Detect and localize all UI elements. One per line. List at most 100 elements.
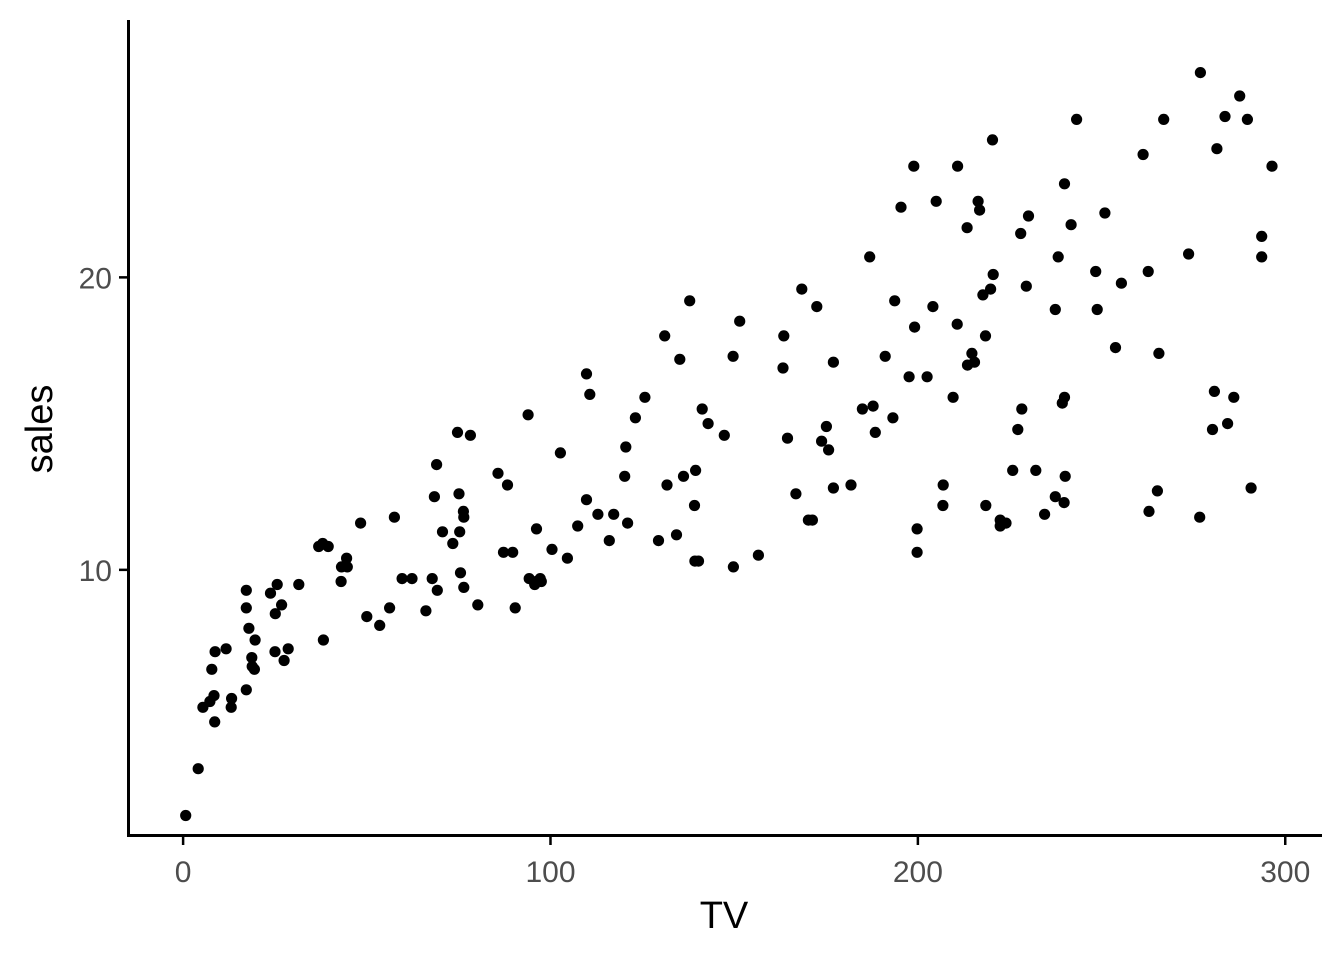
data-point (1065, 219, 1077, 231)
data-point (1012, 423, 1024, 436)
data-point (355, 517, 367, 529)
data-point (921, 371, 933, 383)
data-point (977, 289, 989, 301)
y-tick-label: 10 (79, 555, 112, 588)
data-point (961, 222, 973, 234)
data-point (1137, 148, 1149, 161)
data-point (1222, 418, 1234, 430)
data-point (341, 552, 353, 564)
data-point (1071, 113, 1083, 125)
data-point (734, 315, 746, 327)
data-point (1142, 265, 1154, 278)
data-point (911, 523, 923, 535)
data-point (659, 330, 671, 342)
data-point (603, 535, 615, 547)
data-point (985, 283, 997, 295)
data-point (464, 429, 476, 441)
data-point (509, 602, 521, 614)
data-point (240, 684, 252, 696)
data-point (278, 654, 290, 667)
data-point (472, 599, 484, 611)
data-point (908, 160, 920, 172)
data-point (696, 403, 708, 415)
data-point (428, 491, 440, 503)
data-point (322, 540, 334, 553)
data-point (952, 160, 964, 172)
data-point (180, 809, 192, 822)
data-point (1211, 143, 1223, 155)
data-point (889, 295, 901, 307)
data-point (546, 543, 558, 556)
data-point (225, 701, 237, 713)
data-point (752, 549, 765, 561)
data-point (335, 575, 347, 588)
data-point (1256, 251, 1268, 263)
data-point (622, 517, 634, 529)
data-point (492, 467, 504, 479)
data-point (937, 479, 949, 491)
data-point (652, 535, 665, 547)
data-point (1256, 230, 1268, 242)
data-point (458, 581, 470, 594)
y-axis-title: sales (19, 385, 61, 474)
data-point (396, 573, 408, 585)
data-point (670, 529, 683, 541)
data-point (1194, 511, 1206, 523)
data-point (530, 523, 543, 535)
data-point (1058, 178, 1071, 190)
data-point (619, 470, 631, 482)
data-point (879, 350, 891, 362)
data-point (497, 546, 510, 558)
data-point (927, 301, 939, 313)
data-point (778, 330, 790, 342)
data-point (980, 499, 992, 512)
data-point (727, 350, 739, 362)
data-point (1058, 391, 1071, 403)
data-point (816, 435, 828, 447)
data-point (1219, 110, 1231, 123)
data-point (572, 520, 584, 532)
data-point (206, 663, 218, 675)
data-point (1245, 482, 1257, 494)
data-point (240, 584, 252, 596)
data-point (561, 552, 574, 564)
data-point (887, 412, 899, 424)
data-point (388, 511, 400, 523)
data-point (895, 201, 907, 213)
x-tick-label: 200 (893, 856, 943, 889)
data-point (1099, 207, 1111, 219)
data-point (639, 391, 651, 403)
data-point (702, 418, 714, 430)
data-point (1020, 280, 1032, 292)
data-point (1115, 277, 1127, 289)
data-point (454, 526, 466, 538)
data-point (677, 470, 690, 482)
data-point (684, 295, 696, 307)
data-point (240, 602, 252, 614)
data-point (790, 488, 802, 500)
data-point (208, 690, 220, 702)
data-point (690, 464, 702, 476)
data-point (361, 611, 373, 623)
data-point (1234, 90, 1246, 102)
data-point (1206, 423, 1219, 436)
data-point (947, 391, 959, 403)
data-point (282, 643, 294, 655)
data-point (727, 561, 740, 573)
x-axis-ticks: 0 100 200 300 (175, 836, 1310, 889)
data-point (431, 584, 443, 596)
data-point (1183, 248, 1195, 260)
data-point (554, 447, 567, 459)
data-point (1208, 385, 1220, 397)
data-point (820, 420, 833, 433)
data-point (592, 508, 604, 520)
data-points (180, 67, 1278, 822)
data-point (580, 368, 593, 380)
data-point (1153, 347, 1165, 359)
data-point (966, 347, 978, 359)
data-point (501, 479, 514, 491)
data-point (317, 634, 329, 646)
data-point (1000, 517, 1012, 529)
data-point (845, 479, 857, 491)
